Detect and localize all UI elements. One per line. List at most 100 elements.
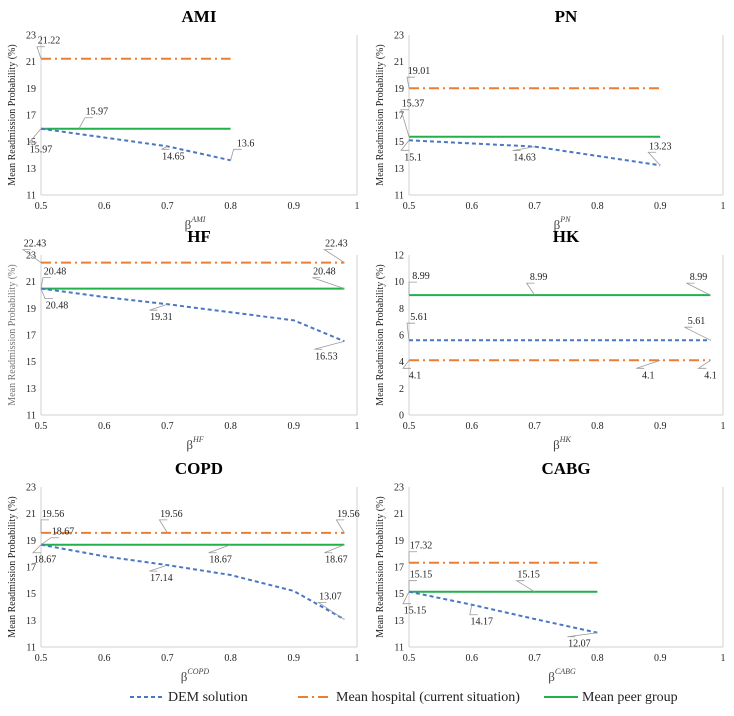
leader-line: [314, 340, 345, 350]
x-tick-label: 0.8: [591, 201, 604, 212]
leader-line: [684, 326, 711, 341]
x-tick-label: 0.7: [528, 201, 541, 212]
y-tick-label: 15: [394, 137, 404, 148]
leader-line: [40, 519, 49, 533]
data-label-group: 19.31: [149, 303, 173, 323]
data-label-group: 8.99: [525, 272, 548, 296]
leader-line: [636, 359, 661, 369]
leader-line: [324, 544, 345, 554]
leader-line: [40, 288, 53, 300]
leader-line: [323, 249, 345, 263]
data-label-group: 15.15: [402, 591, 426, 617]
data-label: 22.43: [24, 239, 47, 250]
data-label-group: 22.43: [323, 239, 348, 263]
leader-line: [208, 544, 231, 554]
leader-line: [525, 282, 535, 296]
data-label-group: 15.37: [400, 99, 424, 137]
y-tick-label: 13: [394, 164, 404, 175]
leader-line: [317, 602, 345, 620]
leader-line: [512, 146, 535, 152]
data-label-group: 17.14: [149, 564, 173, 584]
x-tick-label: 0.9: [288, 201, 301, 212]
x-tick-label: 0.7: [161, 421, 174, 432]
data-label-group: 4.1: [402, 360, 422, 381]
x-tick-label: 1: [721, 201, 726, 212]
series-line-dem-solution: [40, 127, 231, 162]
data-label-group: 19.56: [158, 509, 183, 534]
y-tick-label: 21: [394, 509, 404, 520]
x-axis-label: βHK: [553, 435, 571, 452]
y-tick-label: 21: [26, 57, 36, 68]
legend-label: DEM solution: [168, 690, 248, 705]
leader-line: [312, 277, 345, 289]
data-label-group: 20.48: [312, 267, 345, 289]
data-label: 4.1: [409, 370, 422, 381]
x-tick-label: 0.8: [591, 421, 604, 432]
x-tick-label: 0.5: [403, 201, 416, 212]
x-tick-label: 0.6: [466, 201, 479, 212]
y-axis-label: Mean Readmission Probability (%): [7, 44, 18, 185]
leader-line: [28, 128, 42, 144]
y-tick-label: 21: [26, 509, 36, 520]
data-label-group: 16.53: [314, 340, 345, 362]
data-label-group: 13.23: [647, 141, 671, 166]
y-tick-label: 23: [26, 251, 36, 262]
y-tick-label: 13: [26, 616, 36, 627]
leader-line: [406, 76, 415, 89]
x-tick-label: 0.5: [35, 653, 48, 664]
x-tick-label: 0.7: [161, 653, 174, 664]
y-tick-label: 19: [26, 536, 36, 547]
x-tick-label: 0.8: [591, 653, 604, 664]
chart-cabg: CABG 11 13 15 17 19 21 23 0.5 0.6 0.7 0.8 0.9 1 Mean R…: [375, 459, 726, 684]
leader-line: [40, 537, 59, 546]
leader-line: [406, 322, 415, 341]
y-tick-label: 2: [399, 384, 404, 395]
y-tick-label: 17: [26, 331, 36, 342]
data-label: 15.97: [30, 145, 53, 156]
data-label-group: 17.32: [408, 541, 432, 563]
leader-line: [408, 580, 417, 592]
leader-line: [32, 544, 42, 554]
leader-line: [647, 151, 661, 166]
y-tick-label: 0: [399, 411, 404, 422]
data-label-group: 12.07: [567, 632, 598, 650]
data-label: 14.65: [162, 151, 185, 162]
leader-line: [408, 281, 417, 296]
leader-line: [149, 303, 168, 311]
data-label-group: 5.61: [684, 316, 711, 341]
y-tick-label: 21: [394, 57, 404, 68]
x-tick-label: 1: [721, 653, 726, 664]
y-tick-label: 23: [394, 483, 404, 494]
y-tick-label: 13: [394, 616, 404, 627]
x-tick-label: 0.8: [224, 201, 237, 212]
data-label: 15.97: [86, 107, 109, 118]
data-label-group: 19.56: [335, 509, 360, 534]
y-tick-label: 23: [394, 31, 404, 42]
y-axis-label: Mean Readmission Probability (%): [375, 496, 386, 637]
x-tick-label: 0.5: [403, 421, 416, 432]
y-tick-label: 17: [394, 111, 404, 122]
data-label: 19.56: [42, 509, 65, 520]
x-axis-label: βHF: [186, 435, 203, 452]
x-tick-label: 0.8: [224, 421, 237, 432]
data-label-group: 13.6: [230, 138, 254, 161]
leader-line: [402, 360, 411, 369]
data-label-group: 14.65: [161, 145, 185, 162]
y-tick-label: 17: [26, 111, 36, 122]
data-label: 20.48: [46, 301, 69, 312]
data-label-group: 15.97: [28, 128, 53, 156]
y-tick-label: 11: [26, 643, 36, 654]
data-label-group: 19.56: [40, 509, 65, 533]
data-label: 15.15: [410, 570, 433, 581]
data-label: 8.99: [412, 271, 430, 282]
y-tick-label: 6: [399, 331, 404, 342]
x-tick-label: 0.6: [466, 653, 479, 664]
x-axis-label: βPN: [554, 215, 572, 232]
leader-line: [408, 551, 417, 563]
leader-line: [469, 604, 478, 616]
chart-title: CABG: [541, 459, 590, 478]
data-label: 8.99: [530, 272, 548, 283]
data-label: 12.07: [568, 639, 591, 650]
data-label-group: 15.1: [400, 140, 422, 163]
